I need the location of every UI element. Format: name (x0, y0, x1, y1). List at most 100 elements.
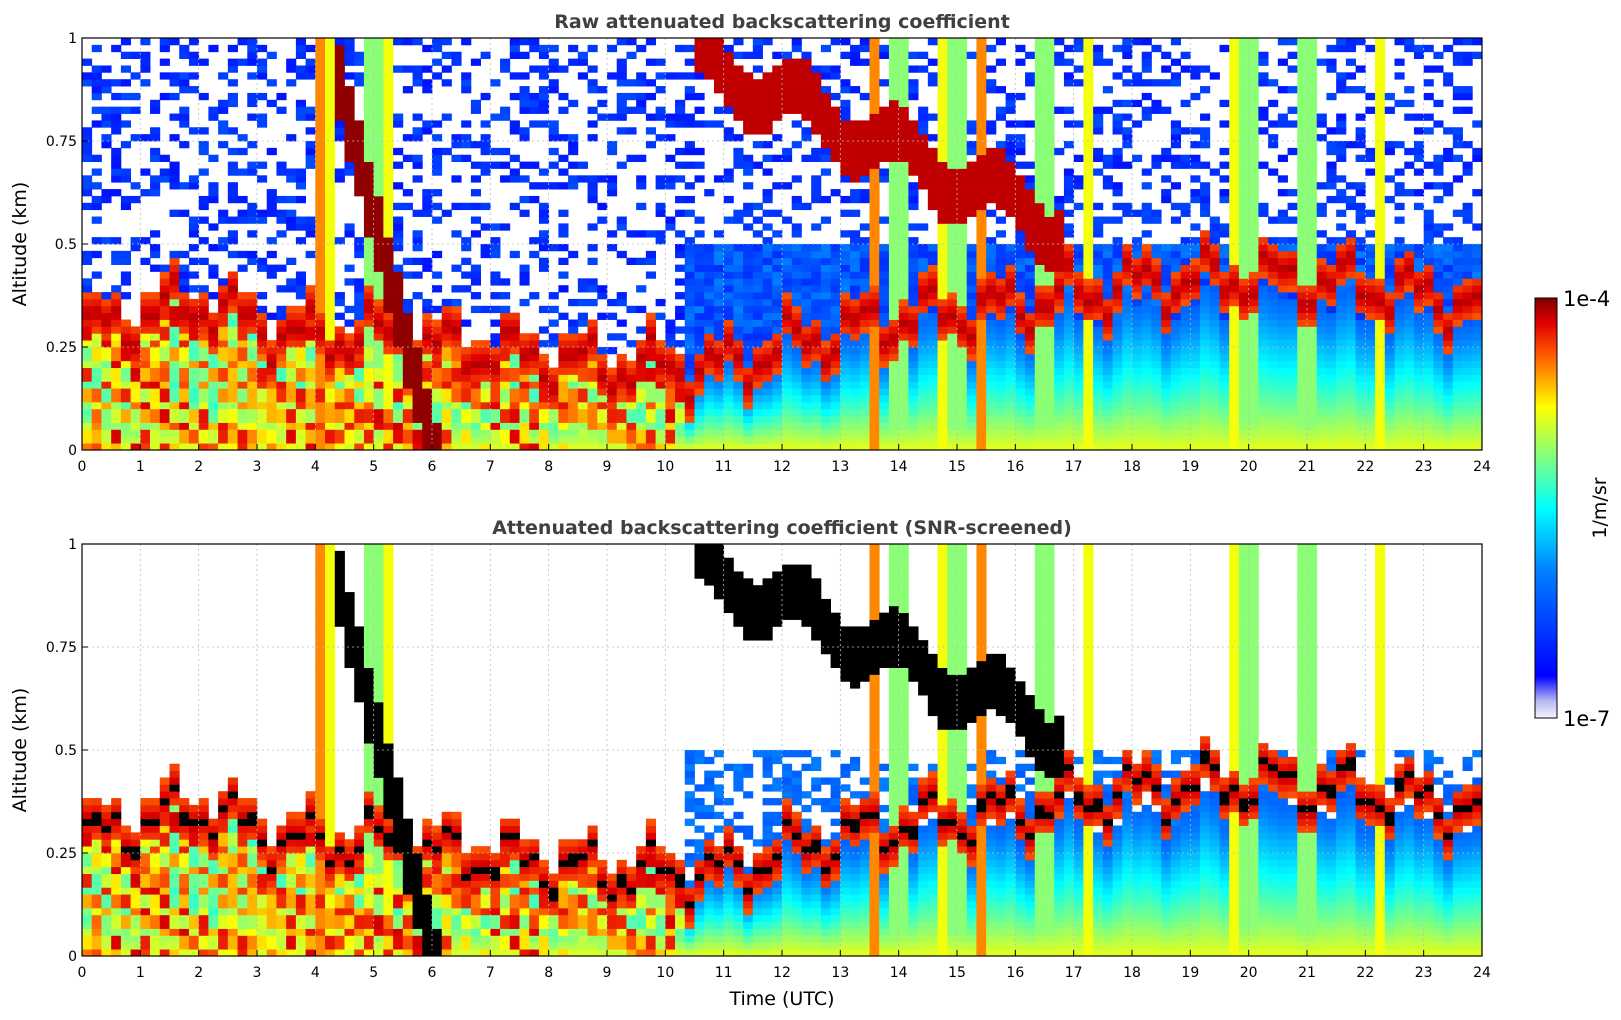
heatmap-cell (1093, 319, 1104, 327)
heatmap-cell (1170, 79, 1182, 87)
heatmap-cell (723, 134, 734, 142)
heatmap-cell (470, 292, 482, 300)
heatmap-cell (811, 182, 822, 190)
heatmap-cell (393, 202, 404, 211)
heatmap-cell (684, 429, 695, 437)
heatmap-cell (811, 120, 822, 128)
heatmap-cell (976, 443, 987, 450)
heatmap-cell (888, 374, 900, 382)
heatmap-cell (918, 120, 929, 128)
heatmap-cell (636, 388, 647, 396)
heatmap-cell (402, 353, 413, 362)
heatmap-cell (1054, 298, 1065, 307)
heatmap-cell (422, 209, 433, 217)
heatmap-cell (723, 298, 734, 307)
heatmap-cell (772, 113, 783, 121)
heatmap-cell (295, 436, 307, 444)
heatmap-cell (1161, 367, 1172, 375)
heatmap-cell (509, 38, 520, 46)
heatmap-cell (363, 381, 375, 389)
heatmap-cell (1229, 333, 1240, 341)
heatmap-cell (140, 429, 151, 437)
heatmap-cell (1229, 51, 1240, 59)
heatmap-cell (733, 367, 744, 375)
heatmap-cell (159, 360, 170, 368)
heatmap-cell (704, 65, 715, 73)
heatmap-cell (1112, 395, 1123, 403)
heatmap-cell (208, 429, 219, 437)
heatmap-cell (782, 443, 793, 450)
heatmap-cell (519, 408, 530, 417)
heatmap-cell (227, 44, 238, 53)
heatmap-cell (402, 305, 413, 314)
heatmap-cell (509, 312, 520, 320)
heatmap-cell (1248, 230, 1259, 238)
heatmap-cell (1151, 436, 1162, 444)
heatmap-cell (859, 175, 870, 183)
heatmap-cell (490, 374, 501, 382)
heatmap-cell (995, 113, 1007, 121)
heatmap-cell (752, 312, 763, 320)
heatmap-cell (198, 298, 209, 307)
heatmap-cell (1200, 298, 1211, 307)
heatmap-cell (733, 305, 744, 314)
heatmap-cell (801, 257, 812, 265)
heatmap-cell (470, 271, 482, 279)
heatmap-cell (101, 237, 112, 245)
heatmap-cell (179, 44, 190, 53)
heatmap-cell (441, 305, 452, 314)
heatmap-cell (636, 79, 647, 87)
heatmap-cell (859, 147, 870, 156)
heatmap-cell (752, 51, 763, 59)
heatmap-cell (752, 298, 763, 307)
heatmap-cell (1200, 395, 1211, 403)
heatmap-cell (393, 401, 404, 410)
heatmap-cell (227, 353, 238, 362)
heatmap-cell (1093, 436, 1104, 444)
heatmap-cell (937, 202, 948, 211)
heatmap-cell (568, 429, 579, 437)
heatmap-cell (850, 292, 861, 300)
heatmap-cell (1219, 367, 1230, 375)
heatmap-cell (879, 305, 890, 314)
heatmap-cell (675, 244, 686, 252)
heatmap-cell (548, 120, 559, 128)
heatmap-cell (82, 58, 93, 66)
heatmap-cell (801, 415, 812, 423)
heatmap-cell (927, 298, 938, 307)
heatmap-cell (363, 367, 375, 375)
heatmap-cell (1170, 360, 1182, 368)
heatmap-cell (636, 154, 647, 162)
heatmap-cell (1122, 298, 1133, 307)
heatmap-cell (626, 443, 637, 450)
heatmap-cell (772, 305, 783, 314)
heatmap-cell (859, 127, 870, 135)
heatmap-cell (383, 347, 394, 355)
heatmap-cell (879, 250, 890, 259)
heatmap-cell (859, 292, 870, 300)
heatmap-cell (947, 168, 958, 176)
heatmap-cell (869, 182, 880, 190)
heatmap-cell (713, 381, 725, 389)
heatmap-cell (120, 271, 132, 279)
heatmap-cell (412, 388, 423, 396)
heatmap-cell (811, 443, 822, 450)
heatmap-cell (1209, 333, 1220, 341)
heatmap-cell (334, 120, 345, 128)
heatmap-cell (179, 347, 190, 355)
heatmap-cell (188, 51, 200, 59)
heatmap-cell (363, 401, 375, 410)
heatmap-cell (1170, 202, 1182, 211)
heatmap-cell (976, 401, 987, 410)
heatmap-cell (1238, 38, 1250, 46)
heatmap-cell (976, 244, 987, 252)
heatmap-cell (704, 285, 715, 293)
heatmap-cell (295, 381, 307, 389)
heatmap-cell (1093, 312, 1104, 320)
heatmap-cell (1005, 429, 1016, 437)
heatmap-cell (441, 51, 452, 59)
heatmap-cell (519, 86, 530, 94)
heatmap-cell (393, 312, 404, 320)
heatmap-cell (918, 367, 929, 375)
heatmap-cell (1141, 415, 1152, 423)
